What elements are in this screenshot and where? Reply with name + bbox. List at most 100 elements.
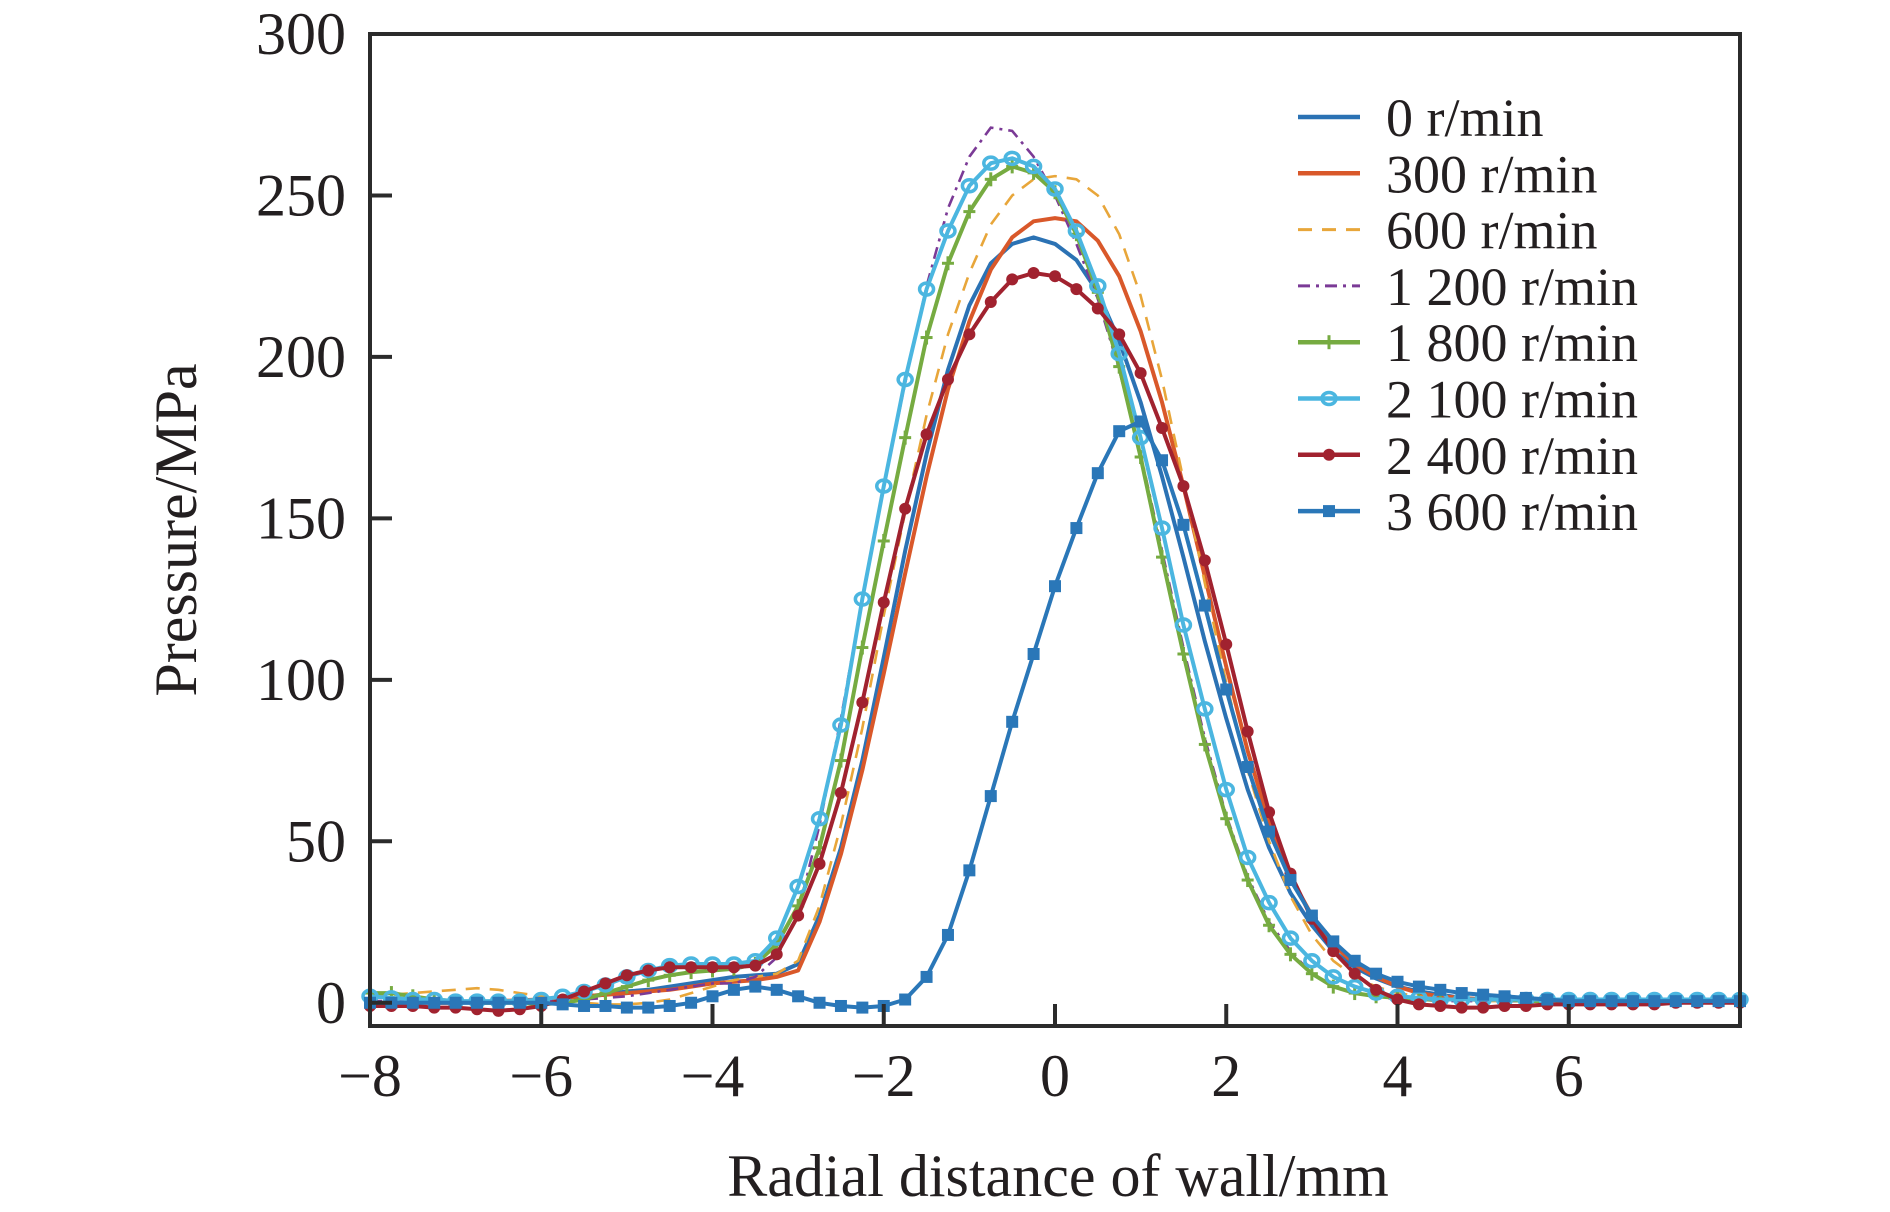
data-point	[899, 502, 912, 515]
data-point	[813, 857, 826, 870]
legend-label: 0 r/min	[1386, 88, 1544, 148]
data-point	[1006, 715, 1019, 728]
legend-item-600-r-min: 600 r/min	[1298, 201, 1598, 261]
data-point	[856, 1001, 869, 1014]
data-point	[1113, 425, 1126, 438]
data-point	[1177, 518, 1190, 531]
data-point	[1324, 969, 1343, 985]
data-point	[663, 999, 676, 1012]
x-tick-label: 0	[1040, 1043, 1070, 1109]
data-point	[749, 959, 762, 972]
data-point	[1027, 266, 1040, 279]
data-point	[1241, 725, 1254, 738]
data-point	[1217, 781, 1235, 798]
data-point	[556, 998, 569, 1011]
data-point	[727, 961, 740, 974]
data-point	[1412, 980, 1425, 993]
legend-item-2-400-r-min: 2 400 r/min	[1298, 426, 1638, 486]
data-point	[963, 328, 976, 341]
data-point	[982, 155, 1000, 171]
data-point	[1370, 983, 1383, 996]
data-point	[578, 985, 591, 998]
data-point	[960, 178, 979, 194]
x-tick-label: 2	[1211, 1043, 1241, 1109]
data-point	[1220, 811, 1233, 826]
data-point	[428, 996, 441, 1009]
data-point	[1198, 737, 1211, 752]
data-point	[877, 596, 890, 609]
data-point	[1519, 991, 1532, 1004]
data-point	[1303, 953, 1321, 969]
data-point	[1241, 761, 1254, 774]
legend-label: 3 600 r/min	[1386, 482, 1638, 542]
data-point	[941, 256, 954, 271]
data-point	[832, 717, 850, 733]
data-point	[1070, 522, 1083, 535]
data-point	[1089, 278, 1107, 294]
data-point	[896, 371, 914, 388]
data-point	[1153, 520, 1171, 536]
data-point	[1091, 302, 1104, 315]
legend-label: 2 400 r/min	[1386, 426, 1638, 486]
data-point	[1241, 873, 1254, 888]
data-point	[1584, 995, 1597, 1008]
data-point	[1070, 283, 1083, 296]
data-point	[1046, 181, 1064, 197]
data-point	[792, 990, 805, 1003]
data-point	[810, 810, 829, 827]
x-axis-title: Radial distance of wall/mm	[727, 1143, 1389, 1209]
data-point	[853, 591, 872, 607]
legend-item-300-r-min: 300 r/min	[1298, 144, 1598, 204]
data-point	[1391, 993, 1404, 1006]
data-point	[599, 999, 612, 1012]
data-point	[1049, 580, 1061, 593]
data-point	[899, 430, 912, 445]
data-point	[1260, 894, 1278, 911]
data-point	[1006, 159, 1019, 174]
data-point	[1238, 849, 1257, 866]
data-point	[1263, 825, 1276, 838]
data-point	[1712, 995, 1725, 1008]
data-point	[1198, 554, 1211, 567]
legend-marker	[1323, 505, 1335, 518]
data-point	[1281, 930, 1300, 946]
data-point	[984, 790, 997, 803]
y-tick-label: 150	[256, 485, 346, 551]
data-point	[1541, 993, 1554, 1006]
data-point	[449, 996, 462, 1009]
legend-label: 600 r/min	[1386, 201, 1598, 261]
data-point	[1370, 967, 1383, 980]
data-point	[1669, 995, 1682, 1008]
data-point	[920, 330, 933, 345]
legend-label: 1 800 r/min	[1386, 313, 1638, 373]
data-point	[1006, 273, 1019, 286]
data-point	[1626, 995, 1639, 1008]
data-point	[406, 996, 419, 1009]
data-point	[1156, 550, 1169, 565]
data-point	[1263, 918, 1276, 933]
data-point	[599, 977, 612, 990]
data-point	[834, 786, 847, 799]
data-point	[1305, 909, 1318, 922]
data-point	[1091, 467, 1104, 480]
legend-marker	[1323, 335, 1335, 350]
data-point	[1049, 270, 1061, 283]
data-point	[1024, 158, 1043, 175]
series-line-600-r-min	[369, 174, 1740, 1006]
x-tick-label: −8	[338, 1043, 402, 1109]
data-point	[1284, 947, 1297, 962]
data-point	[1263, 806, 1276, 819]
y-tick-label: 200	[256, 324, 346, 390]
y-tick-label: 0	[316, 970, 346, 1036]
data-point	[834, 753, 847, 768]
data-point	[1648, 995, 1661, 1008]
data-point	[789, 878, 807, 895]
data-point	[620, 1001, 633, 1014]
data-point	[1391, 975, 1404, 988]
data-point	[1196, 701, 1214, 717]
data-point	[920, 428, 933, 441]
x-tick-label: 4	[1383, 1043, 1413, 1109]
data-point	[1156, 454, 1169, 467]
